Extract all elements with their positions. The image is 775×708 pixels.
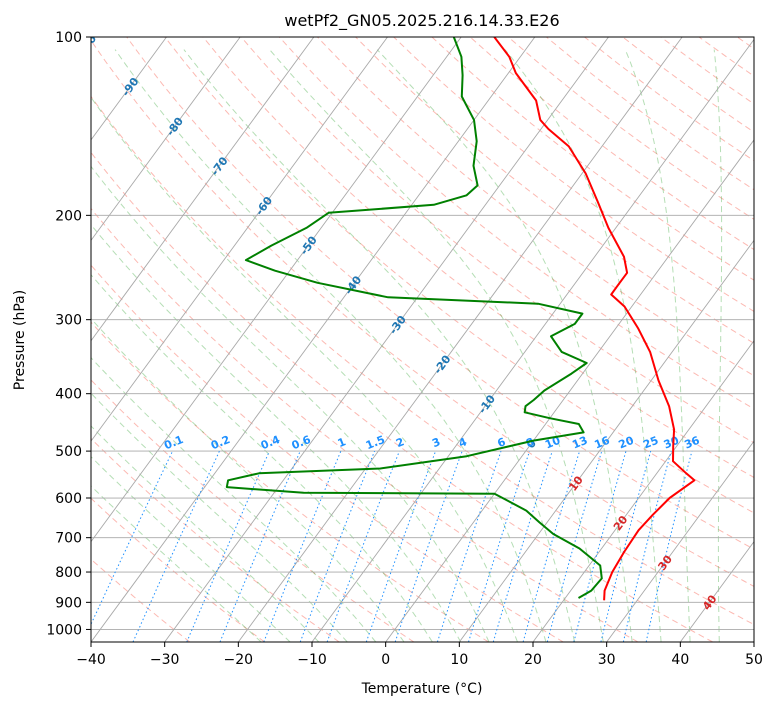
moist-adiabat (713, 49, 723, 642)
y-tick-label: 1000 (46, 622, 82, 638)
mixing-ratio-line (546, 450, 603, 642)
mixing-ratio-line (436, 450, 502, 642)
dry-adiabat (126, 37, 754, 550)
moist-adiabat (504, 49, 662, 642)
dry-adiabat (355, 37, 754, 344)
mixing-ratio-line (522, 450, 581, 642)
y-tick-label: 800 (55, 565, 82, 581)
x-tick-label: 50 (745, 652, 763, 668)
isotherm-line (385, 139, 754, 642)
mixing-ratio-line (365, 450, 437, 642)
mixing-ratio-line (186, 450, 270, 642)
isotherm-line (91, 37, 315, 342)
x-tick-label: 0 (381, 652, 390, 668)
mixing-ratio-label: 3 (430, 435, 442, 450)
mixing-ratio-line (573, 450, 627, 642)
mixing-ratio-label: 20 (617, 434, 636, 452)
dry-adiabat (91, 207, 639, 642)
x-tick-label: 40 (671, 652, 689, 668)
temperature-line (493, 37, 696, 601)
moist-adiabat (91, 274, 433, 642)
mixing-ratio-line (219, 450, 301, 642)
mixing-ratio-line (326, 450, 400, 642)
grid-lines (91, 37, 754, 642)
mixing-ratio-label: 36 (682, 434, 701, 452)
dry-adiabat (91, 95, 754, 626)
moist-adiabat (114, 49, 547, 642)
isotherm-line (91, 37, 241, 242)
x-tick-label: −20 (224, 652, 254, 668)
isotherm-line (91, 37, 167, 141)
x-tick-label: 10 (450, 652, 468, 668)
mixing-ratio-label: 30 (662, 434, 681, 452)
mixing-ratio-line (263, 450, 342, 642)
moist-adiabat (91, 392, 348, 642)
mixing-ratio-line (468, 450, 531, 642)
moist-adiabat (376, 49, 633, 642)
y-tick-label: 200 (55, 208, 82, 224)
x-tick-label: 20 (524, 652, 542, 668)
mixing-ratio-line (600, 450, 652, 642)
isotherm-line (91, 37, 388, 442)
dry-adiabat (278, 37, 754, 410)
y-tick-label: 400 (55, 387, 82, 403)
moist-adiabat (624, 49, 691, 642)
dry-adiabat (317, 37, 754, 377)
mixing-ratio-label: 8 (524, 435, 536, 450)
isotherm-line (311, 38, 754, 642)
moist-adiabat (91, 425, 320, 642)
y-tick-label: 600 (55, 491, 82, 507)
y-tick-label: 300 (55, 313, 82, 329)
moist-adiabat (91, 356, 377, 642)
dry-adiabat (91, 151, 713, 642)
moist-adiabat (91, 165, 490, 642)
y-tick-label: 900 (55, 595, 82, 611)
y-tick-label: 100 (55, 30, 82, 46)
moist-adiabat (91, 317, 405, 642)
isotherm-line (532, 339, 754, 642)
moist-adiabat (91, 96, 518, 642)
dry-adiabat (240, 37, 754, 444)
x-tick-label: −40 (76, 652, 106, 668)
isotherm-line (164, 37, 609, 642)
mixing-ratio-line (645, 450, 693, 642)
isotherm-line (237, 37, 683, 642)
x-axis: −40 −30 −20 −10 0 10 20 30 40 50 (76, 642, 763, 668)
mixing-ratio-line (299, 450, 376, 642)
isotherm-line (91, 37, 536, 642)
x-tick-label: −30 (150, 652, 180, 668)
mixing-ratio-lines (91, 450, 693, 642)
y-tick-label: 500 (55, 444, 82, 460)
x-axis-label: Temperature (°C) (361, 681, 483, 697)
moist-adiabat (91, 223, 462, 642)
x-tick-label: 30 (598, 652, 616, 668)
mixing-ratio-line (492, 450, 553, 642)
y-axis: 100 200 300 400 500 600 700 800 900 1000 (46, 30, 91, 638)
y-tick-label: 700 (55, 531, 82, 547)
x-tick-label: −10 (297, 652, 327, 668)
y-axis-label: Pressure (hPa) (12, 290, 28, 390)
moist-adiabat (183, 49, 576, 642)
isotherm-line (606, 440, 754, 642)
dry-adiabat (91, 264, 564, 642)
moist-adiabat (91, 456, 291, 642)
isotherm-line (458, 239, 754, 642)
background-lines (91, 37, 754, 642)
dewpoint-line (225, 37, 603, 599)
mixing-ratio-label: 16 (592, 434, 611, 452)
mixing-ratio-line (622, 450, 672, 642)
plot-frame (90, 36, 755, 643)
mixing-ratio-label: 2 (394, 435, 406, 450)
dry-adiabat (164, 37, 754, 514)
mixing-ratio-label: 1 (336, 435, 348, 450)
mixing-ratio-label: 13 (570, 434, 589, 452)
dry-adiabat (91, 39, 754, 588)
profile-series (225, 37, 696, 601)
chart-title: wetPf2_GN05.2025.216.14.33.E26 (284, 11, 559, 31)
mixing-ratio-label: 25 (641, 434, 660, 452)
